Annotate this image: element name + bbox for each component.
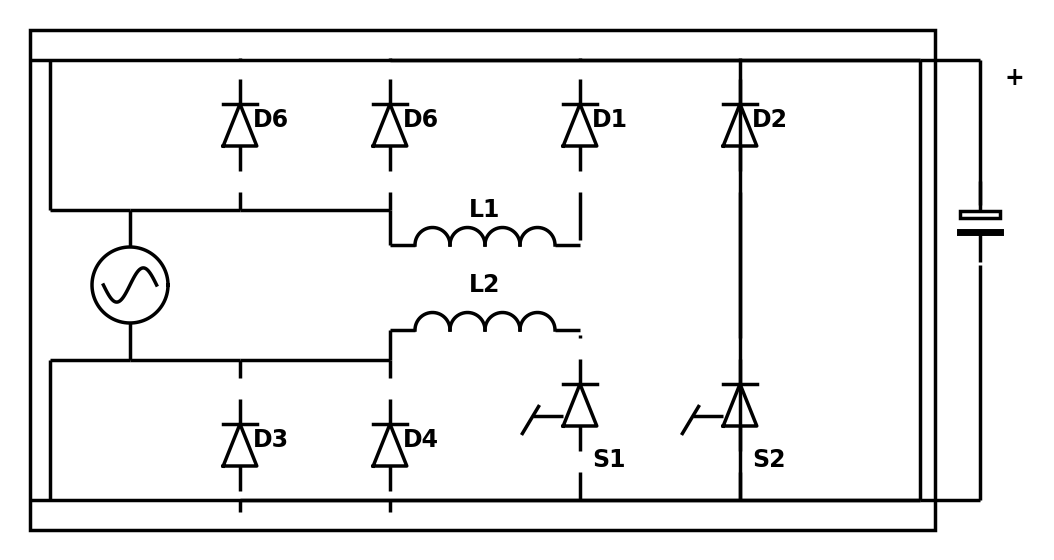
Text: L2: L2 xyxy=(469,273,501,297)
Text: D4: D4 xyxy=(403,428,440,452)
Text: S2: S2 xyxy=(752,448,785,472)
Text: D6: D6 xyxy=(253,108,289,132)
Text: D1: D1 xyxy=(592,108,628,132)
Text: L1: L1 xyxy=(469,198,501,222)
Text: +: + xyxy=(1006,66,1024,90)
Text: S1: S1 xyxy=(592,448,625,472)
Text: D2: D2 xyxy=(752,108,788,132)
FancyBboxPatch shape xyxy=(960,211,1000,218)
Bar xyxy=(30,30,935,530)
Text: D6: D6 xyxy=(403,108,440,132)
Text: D3: D3 xyxy=(253,428,289,452)
